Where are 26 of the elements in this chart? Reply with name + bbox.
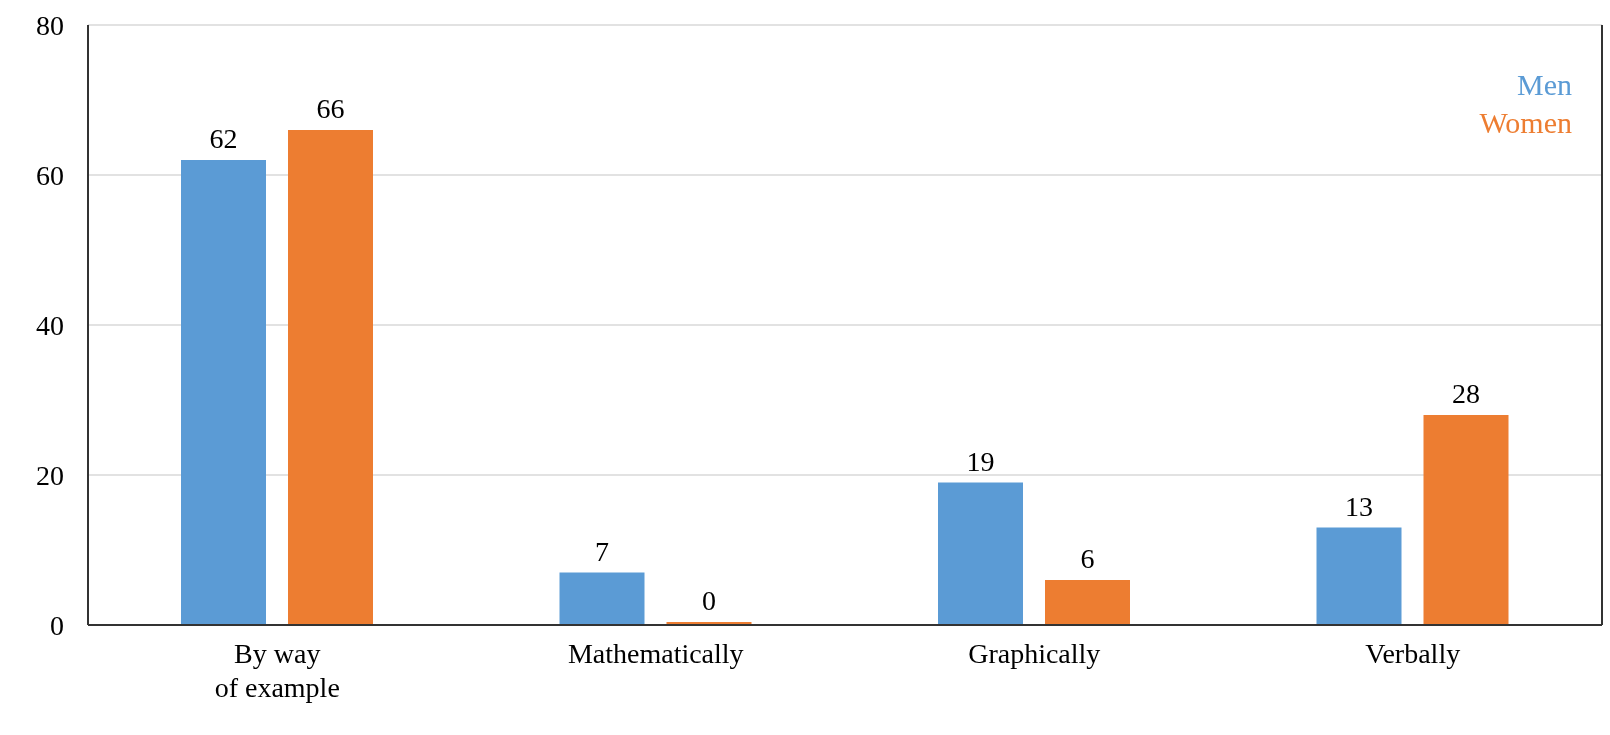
y-tick-label: 40 — [36, 309, 64, 341]
x-tick-label: Graphically — [968, 638, 1101, 669]
bar — [1045, 580, 1130, 625]
x-tick-label: Mathematically — [567, 638, 744, 669]
bar — [938, 482, 1023, 625]
y-tick-label: 80 — [36, 9, 64, 41]
bar — [181, 160, 266, 625]
text: Women — [1479, 105, 1572, 141]
y-tick-label: 0 — [50, 609, 64, 641]
data-label: 6 — [1080, 543, 1095, 574]
data-label: 13 — [1345, 490, 1373, 522]
y-tick-label: 20 — [36, 459, 64, 491]
text: Men — [1516, 67, 1572, 103]
bar — [1423, 415, 1509, 625]
data-label: 62 — [209, 123, 238, 154]
y-tick-label: 60 — [36, 159, 64, 191]
bar — [288, 130, 373, 625]
data-label: 28 — [1452, 378, 1480, 409]
x-tick-label: Verbally — [1365, 638, 1461, 669]
data-label: 7 — [595, 535, 609, 567]
bar — [1316, 527, 1402, 625]
data-label: 66 — [316, 93, 345, 124]
data-label: 0 — [702, 585, 716, 616]
x-tick-label: By way of example — [214, 638, 340, 703]
data-label: 19 — [966, 445, 995, 477]
bar — [559, 572, 645, 625]
